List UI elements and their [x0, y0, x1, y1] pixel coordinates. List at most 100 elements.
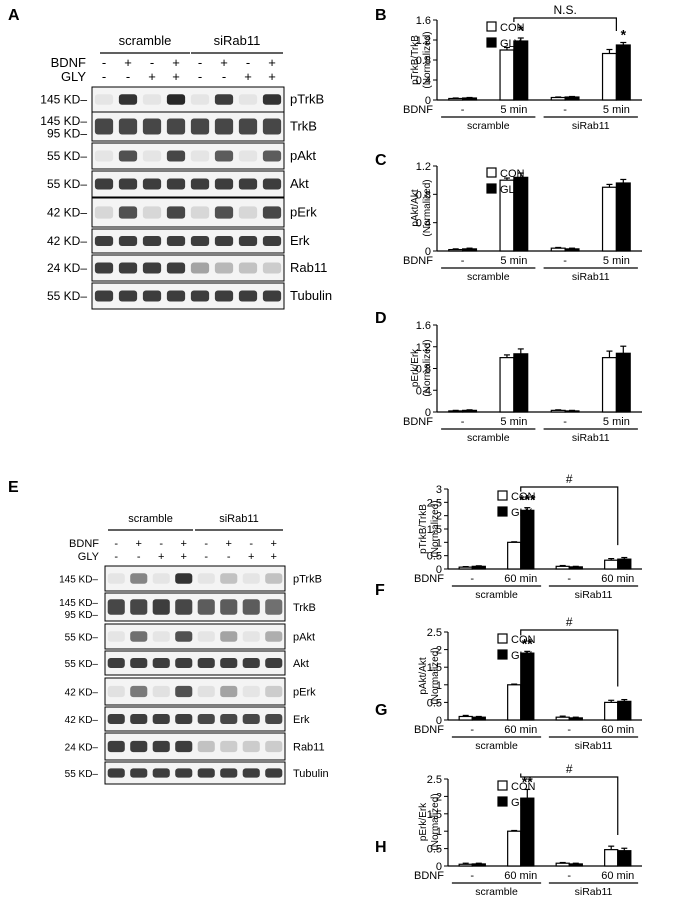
blot-band [190, 118, 210, 135]
blot-label-pakt: pAkt [290, 148, 316, 163]
comparison-bracket [520, 629, 619, 687]
bar-con [458, 863, 473, 867]
bdnf-sign: + [136, 538, 142, 550]
blot-band [242, 657, 260, 669]
bdnf-sign: - [204, 538, 208, 550]
y-tick-label: 1 [436, 826, 442, 838]
blot-band [220, 768, 238, 778]
panel-letter-d: D [375, 310, 387, 327]
x-row-label: BDNF [403, 104, 433, 116]
blot-band [197, 573, 215, 584]
bdnf-sign: - [114, 538, 118, 550]
group-label: siRab11 [575, 589, 613, 601]
blot-band [238, 206, 258, 219]
blot-band [265, 657, 283, 669]
group-label: scramble [467, 271, 510, 283]
blot-band [94, 235, 114, 247]
x-category-label: - [461, 416, 465, 428]
blot-band [242, 740, 260, 753]
bar-gly [471, 716, 486, 721]
panel-letter-f: F [375, 582, 385, 599]
blot-band [214, 235, 234, 247]
mw-marker: 145 KD– [40, 93, 87, 107]
bar-gly [617, 558, 632, 570]
blot-band [220, 599, 238, 615]
comparison-label: # [566, 615, 573, 629]
x-row-label: BDNF [403, 416, 433, 428]
blot-band [265, 713, 283, 725]
bar-gly [564, 96, 580, 101]
bar-con [601, 357, 617, 413]
blot-band [118, 235, 138, 247]
y-tick-label: 3 [436, 484, 442, 496]
bar-con [555, 565, 570, 570]
blot-band [214, 178, 234, 190]
y-axis-label: pErk/Erk(Normalized) [418, 793, 441, 850]
y-tick-label: 1.5 [427, 524, 442, 536]
blot-band [262, 94, 282, 105]
blot-band [166, 262, 186, 274]
blot-band [152, 573, 170, 584]
gly-sign: + [148, 69, 156, 84]
bar-gly [615, 352, 631, 413]
significance-marker: *** [519, 492, 536, 508]
blot-band [238, 235, 258, 247]
legend-label-con: CON [500, 22, 525, 34]
gly-sign: + [158, 551, 164, 563]
x-category-label: - [470, 573, 474, 585]
bdnf-row-label: BDNF [69, 538, 99, 550]
y-tick-label: 1 [436, 537, 442, 549]
blot-label-ptrkb: pTrkB [293, 574, 322, 586]
bdnf-sign: + [124, 55, 132, 70]
chart-b: B 0 0.4 0.8 1.2 1.6 pTrkB/TrkB(Normalized) * * N.… [375, 3, 642, 132]
legend-swatch-gly [486, 37, 497, 48]
blot-band [94, 290, 114, 302]
gly-row-label: GLY [78, 551, 100, 563]
bdnf-sign: + [181, 538, 187, 550]
blot-band [142, 118, 162, 135]
blot-band [238, 262, 258, 274]
mw-marker: 95 KD– [65, 610, 99, 621]
y-tick-label: 0.5 [427, 844, 442, 856]
bar-con [507, 541, 522, 570]
blot-label-tubulin: Tubulin [293, 768, 329, 780]
bar-con [555, 716, 570, 721]
blot-band [214, 118, 234, 135]
y-tick-label: 2 [436, 511, 442, 523]
blot-band [166, 94, 186, 105]
blot-band [197, 631, 215, 642]
legend-label-gly: GLY [511, 797, 533, 809]
x-category-label: 60 min [601, 573, 634, 585]
mw-marker: 145 KD– [59, 598, 98, 609]
blot-band [242, 685, 260, 698]
blot-band [130, 631, 148, 642]
blot-band [118, 290, 138, 302]
x-category-label: - [461, 255, 465, 267]
group-label: scramble [475, 886, 518, 898]
blot-band [265, 740, 283, 753]
bar-con [604, 559, 619, 570]
bar-gly [615, 44, 631, 101]
blot-band [118, 118, 138, 135]
bar-con [448, 97, 464, 101]
bar-gly [568, 863, 583, 867]
bar-gly [615, 182, 631, 252]
bar-con [550, 409, 566, 413]
blot-band [152, 631, 170, 642]
blot-band [130, 599, 148, 615]
blot-band [214, 150, 234, 162]
blot-band [130, 768, 148, 778]
blot-band [118, 178, 138, 190]
bar-gly [513, 353, 529, 413]
mw-marker: 42 KD– [47, 206, 87, 220]
blot-band [190, 206, 210, 219]
blot-band [197, 657, 215, 669]
blot-band [214, 94, 234, 105]
bar-con [448, 410, 464, 413]
x-category-label: - [563, 104, 567, 116]
blot-band [214, 290, 234, 302]
comparison-label: # [566, 762, 573, 776]
x-row-label: BDNF [414, 573, 444, 585]
bar-gly [462, 409, 478, 413]
blot-band [142, 178, 162, 190]
